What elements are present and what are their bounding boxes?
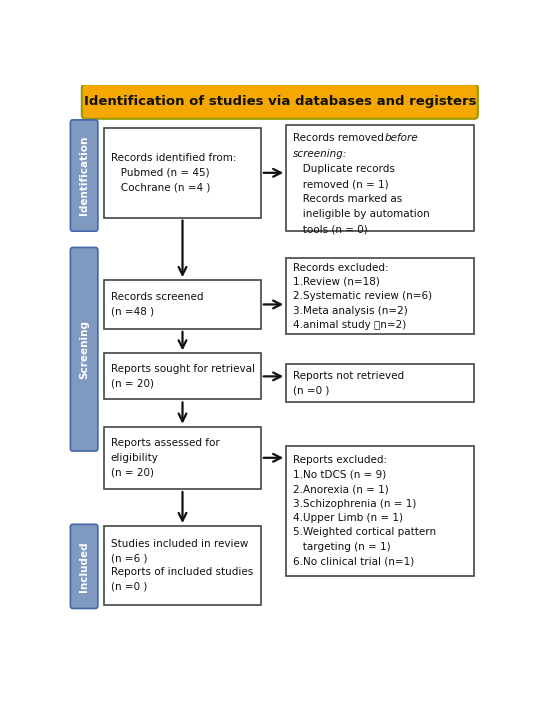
Text: Screening: Screening [79,320,89,379]
FancyBboxPatch shape [286,364,474,402]
Text: removed (n = 1): removed (n = 1) [293,179,388,189]
Text: Records identified from:
   Pubmed (n = 45)
   Cochrane (n =4 ): Records identified from: Pubmed (n = 45)… [110,154,236,192]
FancyBboxPatch shape [104,128,261,218]
FancyBboxPatch shape [286,125,474,231]
FancyBboxPatch shape [70,120,98,231]
Text: Records marked as: Records marked as [293,195,402,204]
Text: Identification: Identification [79,136,89,215]
Text: Records screened
(n =48 ): Records screened (n =48 ) [110,293,203,317]
Text: Reports excluded:
1.No tDCS (n = 9)
2.Anorexia (n = 1)
3.Schizophrenia (n = 1)
4: Reports excluded: 1.No tDCS (n = 9) 2.An… [293,455,436,566]
Text: tools (n = 0): tools (n = 0) [293,225,367,235]
Text: ineligible by automation: ineligible by automation [293,209,429,219]
FancyBboxPatch shape [104,427,261,489]
FancyBboxPatch shape [286,258,474,334]
Text: Included: Included [79,541,89,591]
FancyBboxPatch shape [104,526,261,605]
Text: screening:: screening: [293,149,347,159]
Text: Reports sought for retrieval
(n = 20): Reports sought for retrieval (n = 20) [110,364,254,388]
FancyBboxPatch shape [70,525,98,608]
Text: Reports assessed for
eligibility
(n = 20): Reports assessed for eligibility (n = 20… [110,439,219,477]
FancyBboxPatch shape [82,84,478,119]
FancyBboxPatch shape [70,247,98,451]
FancyBboxPatch shape [104,353,261,400]
Text: before: before [385,133,418,143]
Text: Duplicate records: Duplicate records [293,164,394,174]
FancyBboxPatch shape [104,280,261,329]
Text: Reports not retrieved
(n =0 ): Reports not retrieved (n =0 ) [293,371,403,396]
FancyBboxPatch shape [286,446,474,576]
Text: Identification of studies via databases and registers: Identification of studies via databases … [84,95,476,108]
Text: Records excluded:
1.Review (n=18)
2.Systematic review (n=6)
3.Meta analysis (n=2: Records excluded: 1.Review (n=18) 2.Syst… [293,262,432,330]
Text: Records removed: Records removed [293,133,387,143]
Text: Studies included in review
(n =6 )
Reports of included studies
(n =0 ): Studies included in review (n =6 ) Repor… [110,539,253,592]
